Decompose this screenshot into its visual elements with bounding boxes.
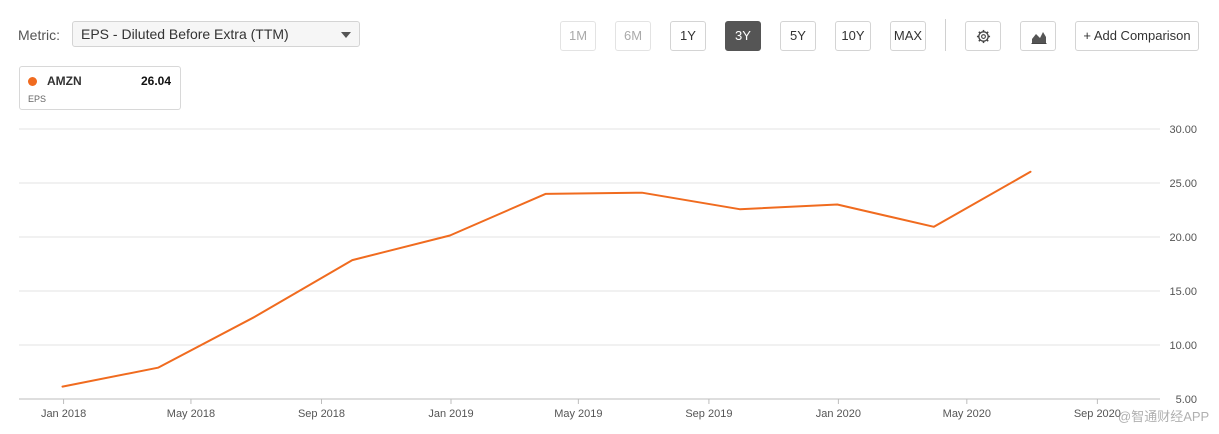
range-10y-button[interactable]: 10Y	[835, 21, 871, 51]
legend-ticker: AMZN	[47, 74, 82, 88]
legend-card: AMZN 26.04 EPS	[19, 66, 181, 110]
chart-type-button[interactable]	[1020, 21, 1056, 51]
legend-value: 26.04	[140, 74, 171, 88]
range-1m-button[interactable]: 1M	[560, 21, 596, 51]
toolbar: Metric: EPS - Diluted Before Extra (TTM)…	[0, 0, 1219, 60]
range-6m-button[interactable]: 6M	[615, 21, 651, 51]
x-tick-label: Sep 2018	[298, 408, 345, 420]
x-tick-label: Jan 2020	[816, 408, 861, 420]
x-tick-label: Jan 2018	[41, 408, 86, 420]
settings-button[interactable]	[965, 21, 1001, 51]
y-tick-label: 5.00	[1176, 394, 1197, 406]
add-comparison-button[interactable]: + Add Comparison	[1075, 21, 1199, 51]
y-tick-label: 25.00	[1169, 178, 1197, 190]
range-1y-button[interactable]: 1Y	[670, 21, 706, 51]
legend-sublabel: EPS	[28, 94, 47, 104]
x-tick-label: Sep 2019	[685, 408, 732, 420]
x-tick-label: Sep 2020	[1074, 408, 1121, 420]
metric-select-value: EPS - Diluted Before Extra (TTM)	[81, 26, 289, 42]
chevron-down-icon	[341, 32, 351, 38]
x-tick-label: Jan 2019	[428, 408, 473, 420]
range-max-button[interactable]: MAX	[890, 21, 926, 51]
area-chart-icon	[1031, 32, 1047, 44]
x-tick-label: May 2018	[167, 408, 215, 420]
y-tick-label: 10.00	[1169, 340, 1197, 352]
metric-select[interactable]: EPS - Diluted Before Extra (TTM)	[72, 21, 360, 47]
toolbar-divider	[945, 19, 946, 51]
x-tick-label: May 2019	[554, 408, 602, 420]
y-tick-label: 30.00	[1169, 124, 1197, 136]
gear-icon	[976, 29, 991, 44]
legend-color-dot	[28, 77, 37, 86]
range-5y-button[interactable]: 5Y	[780, 21, 816, 51]
x-tick-label: May 2020	[943, 408, 991, 420]
watermark: @智通财经APP	[1118, 409, 1210, 424]
y-tick-label: 15.00	[1169, 286, 1197, 298]
range-3y-button[interactable]: 3Y	[725, 21, 761, 51]
y-tick-label: 20.00	[1169, 232, 1197, 244]
metric-label: Metric:	[18, 27, 60, 43]
series-line-amzn	[61, 170, 1032, 388]
